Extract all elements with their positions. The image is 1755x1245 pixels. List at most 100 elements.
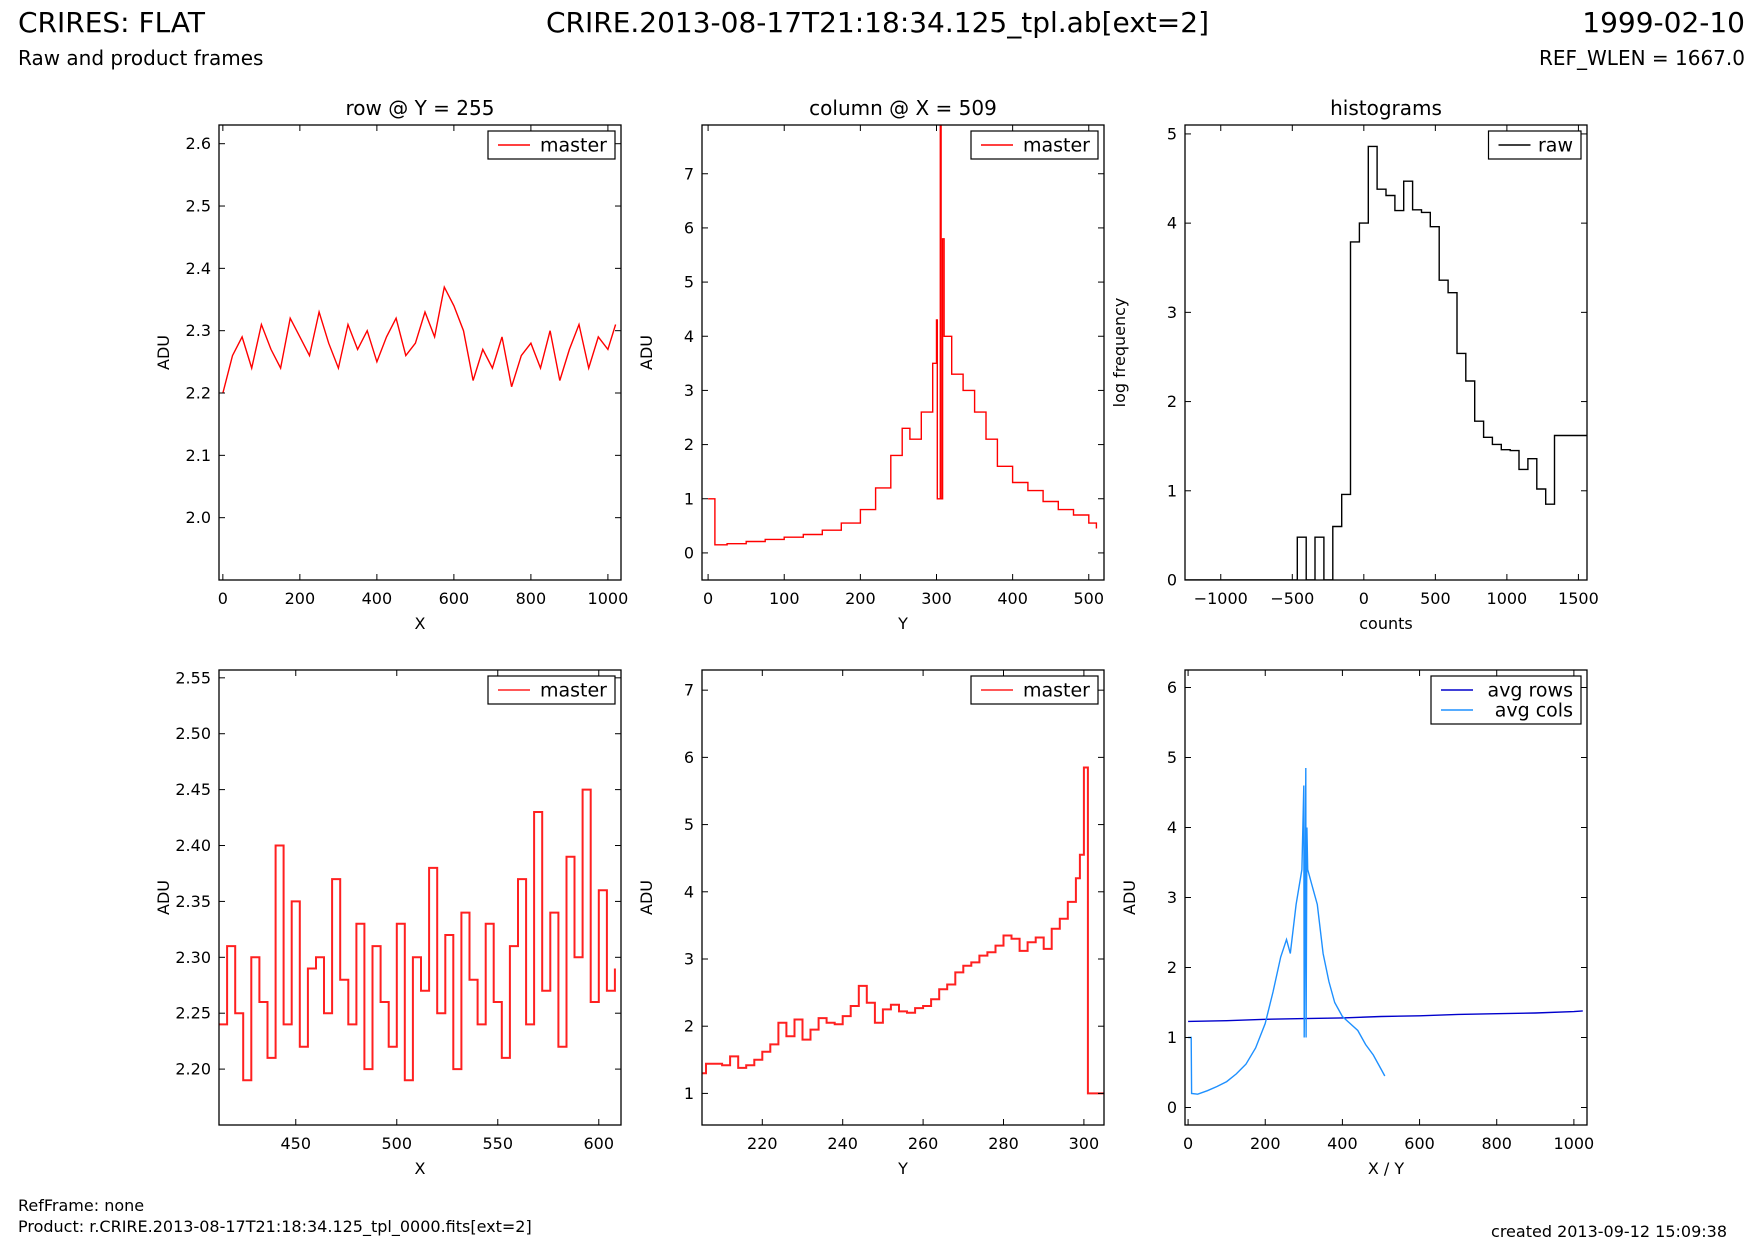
x-tick-label: 0 <box>1359 589 1369 608</box>
y-tick-label: 4 <box>684 882 694 901</box>
y-tick-label: 5 <box>1167 124 1177 143</box>
y-tick-label: 2.30 <box>175 948 211 967</box>
x-tick-label: 1000 <box>1487 589 1528 608</box>
x-tick-label: 1000 <box>1554 1134 1595 1153</box>
x-tick-label: 500 <box>381 1134 412 1153</box>
file-title: CRIRE.2013-08-17T21:18:34.125_tpl.ab[ext… <box>545 6 1209 39</box>
y-tick-label: 1 <box>684 1084 694 1103</box>
y-tick-label: 5 <box>684 273 694 292</box>
x-tick-label: 600 <box>1404 1134 1435 1153</box>
plot-frame <box>701 669 1105 1126</box>
legend: master <box>970 130 1099 160</box>
y-tick-label: 5 <box>1167 748 1177 767</box>
x-axis-label: X <box>415 614 426 633</box>
chart-panel-4: 450 500 550 600 2.20 2.25 2.30 2.35 2.40 2.45 2.50… <box>154 668 622 1178</box>
series-line-2 <box>1188 767 1386 1095</box>
ref-frame-label: RefFrame: none <box>18 1196 145 1215</box>
series-line-1 <box>222 284 617 394</box>
y-tick-label: 2.25 <box>175 1004 211 1023</box>
series-line-1 <box>702 766 1104 1095</box>
y-tick-label: 2.5 <box>186 197 211 216</box>
x-tick-label: 500 <box>1420 589 1451 608</box>
x-tick-label: 500 <box>1073 589 1104 608</box>
y-tick-label: 2.55 <box>175 668 211 687</box>
x-tick-label: 600 <box>584 1134 615 1153</box>
x-tick-label: −500 <box>1270 589 1314 608</box>
y-axis-label: ADU <box>637 880 656 915</box>
y-tick-label: 1 <box>1167 1028 1177 1047</box>
y-tick-label: 2.50 <box>175 724 211 743</box>
chart-title: histograms <box>1330 96 1442 120</box>
chart-title: column @ X = 509 <box>809 96 997 120</box>
chart-panel-5: 220 240 260 280 300 1 2 3 4 5 6 7 Y ADU master <box>637 669 1105 1178</box>
legend-box <box>487 130 616 160</box>
x-tick-label: 240 <box>827 1134 858 1153</box>
x-tick-label: 300 <box>921 589 952 608</box>
x-tick-label: 0 <box>1183 1134 1193 1153</box>
y-tick-label: 2.3 <box>186 321 211 340</box>
legend-box <box>1487 130 1582 160</box>
legend: master <box>487 130 616 160</box>
y-tick-label: 2 <box>684 435 694 454</box>
y-axis-label: log frequency <box>1110 298 1129 408</box>
series-line-1 <box>1185 145 1587 580</box>
chart-title: row @ Y = 255 <box>346 96 495 120</box>
y-tick-label: 6 <box>684 748 694 767</box>
y-tick-label: 2 <box>1167 958 1177 977</box>
y-tick-label: 2.45 <box>175 780 211 799</box>
y-tick-label: 2.35 <box>175 892 211 911</box>
y-tick-label: 3 <box>1167 303 1177 322</box>
x-axis-label: Y <box>897 1159 908 1178</box>
y-tick-label: 2 <box>684 1017 694 1036</box>
y-tick-label: 5 <box>684 815 694 834</box>
legend-entry: master <box>540 135 607 157</box>
legend-entry: master <box>540 680 607 702</box>
y-tick-label: 6 <box>1167 678 1177 697</box>
legend-entry: raw <box>1538 135 1573 157</box>
y-tick-label: 3 <box>684 381 694 400</box>
chart-panel-2: 0 100 200 300 400 500 0 1 2 3 4 5 6 7 column @ X = 509… <box>637 96 1105 633</box>
x-tick-label: 0 <box>703 589 713 608</box>
x-tick-label: 450 <box>280 1134 311 1153</box>
x-axis-label: X <box>415 1159 426 1178</box>
y-tick-label: 3 <box>1167 888 1177 907</box>
product-label: Product: r.CRIRE.2013-08-17T21:18:34.125… <box>18 1217 532 1236</box>
x-tick-label: 260 <box>908 1134 939 1153</box>
legend: master <box>970 675 1099 705</box>
x-tick-label: 200 <box>285 589 316 608</box>
y-tick-label: 3 <box>684 949 694 968</box>
x-tick-label: 800 <box>1481 1134 1512 1153</box>
ref-wlen-label: REF_WLEN = 1667.0 <box>1538 46 1745 70</box>
legend: master <box>487 675 616 705</box>
y-tick-label: 7 <box>684 681 694 700</box>
y-tick-label: 2.6 <box>186 134 211 153</box>
legend-entry: master <box>1023 680 1090 702</box>
y-tick-label: 2.20 <box>175 1060 211 1079</box>
chart-panel-1: 0 200 400 600 800 1000 2.0 2.1 2.2 2.3 2.4 2.5 2.6 ro… <box>154 96 628 633</box>
x-tick-label: 200 <box>845 589 876 608</box>
series-line-1 <box>1188 1010 1583 1023</box>
x-tick-label: 1500 <box>1558 589 1599 608</box>
created-label: created 2013-09-12 15:09:38 <box>1491 1222 1727 1241</box>
x-tick-label: 600 <box>439 589 470 608</box>
y-tick-label: 2.4 <box>186 259 211 278</box>
x-tick-label: 100 <box>769 589 800 608</box>
y-axis-label: ADU <box>1120 880 1139 915</box>
y-tick-label: 0 <box>1167 1098 1177 1117</box>
main-subtitle: Raw and product frames <box>18 46 264 70</box>
y-tick-label: 7 <box>684 164 694 183</box>
chart-panel-3: −1000 −500 0 500 1000 1500 0 1 2 3 4 5 histograms cou… <box>1110 96 1599 633</box>
plot-frame <box>218 124 622 581</box>
y-axis-label: ADU <box>637 335 656 370</box>
y-tick-label: 2.40 <box>175 836 211 855</box>
y-tick-label: 4 <box>1167 214 1177 233</box>
x-tick-label: 800 <box>516 589 547 608</box>
plot-frame <box>218 669 622 1126</box>
legend-entry: avg cols <box>1495 700 1573 722</box>
legend-entry: avg rows <box>1488 680 1573 702</box>
x-tick-label: 300 <box>1069 1134 1100 1153</box>
x-tick-label: 0 <box>218 589 228 608</box>
x-tick-label: 400 <box>362 589 393 608</box>
